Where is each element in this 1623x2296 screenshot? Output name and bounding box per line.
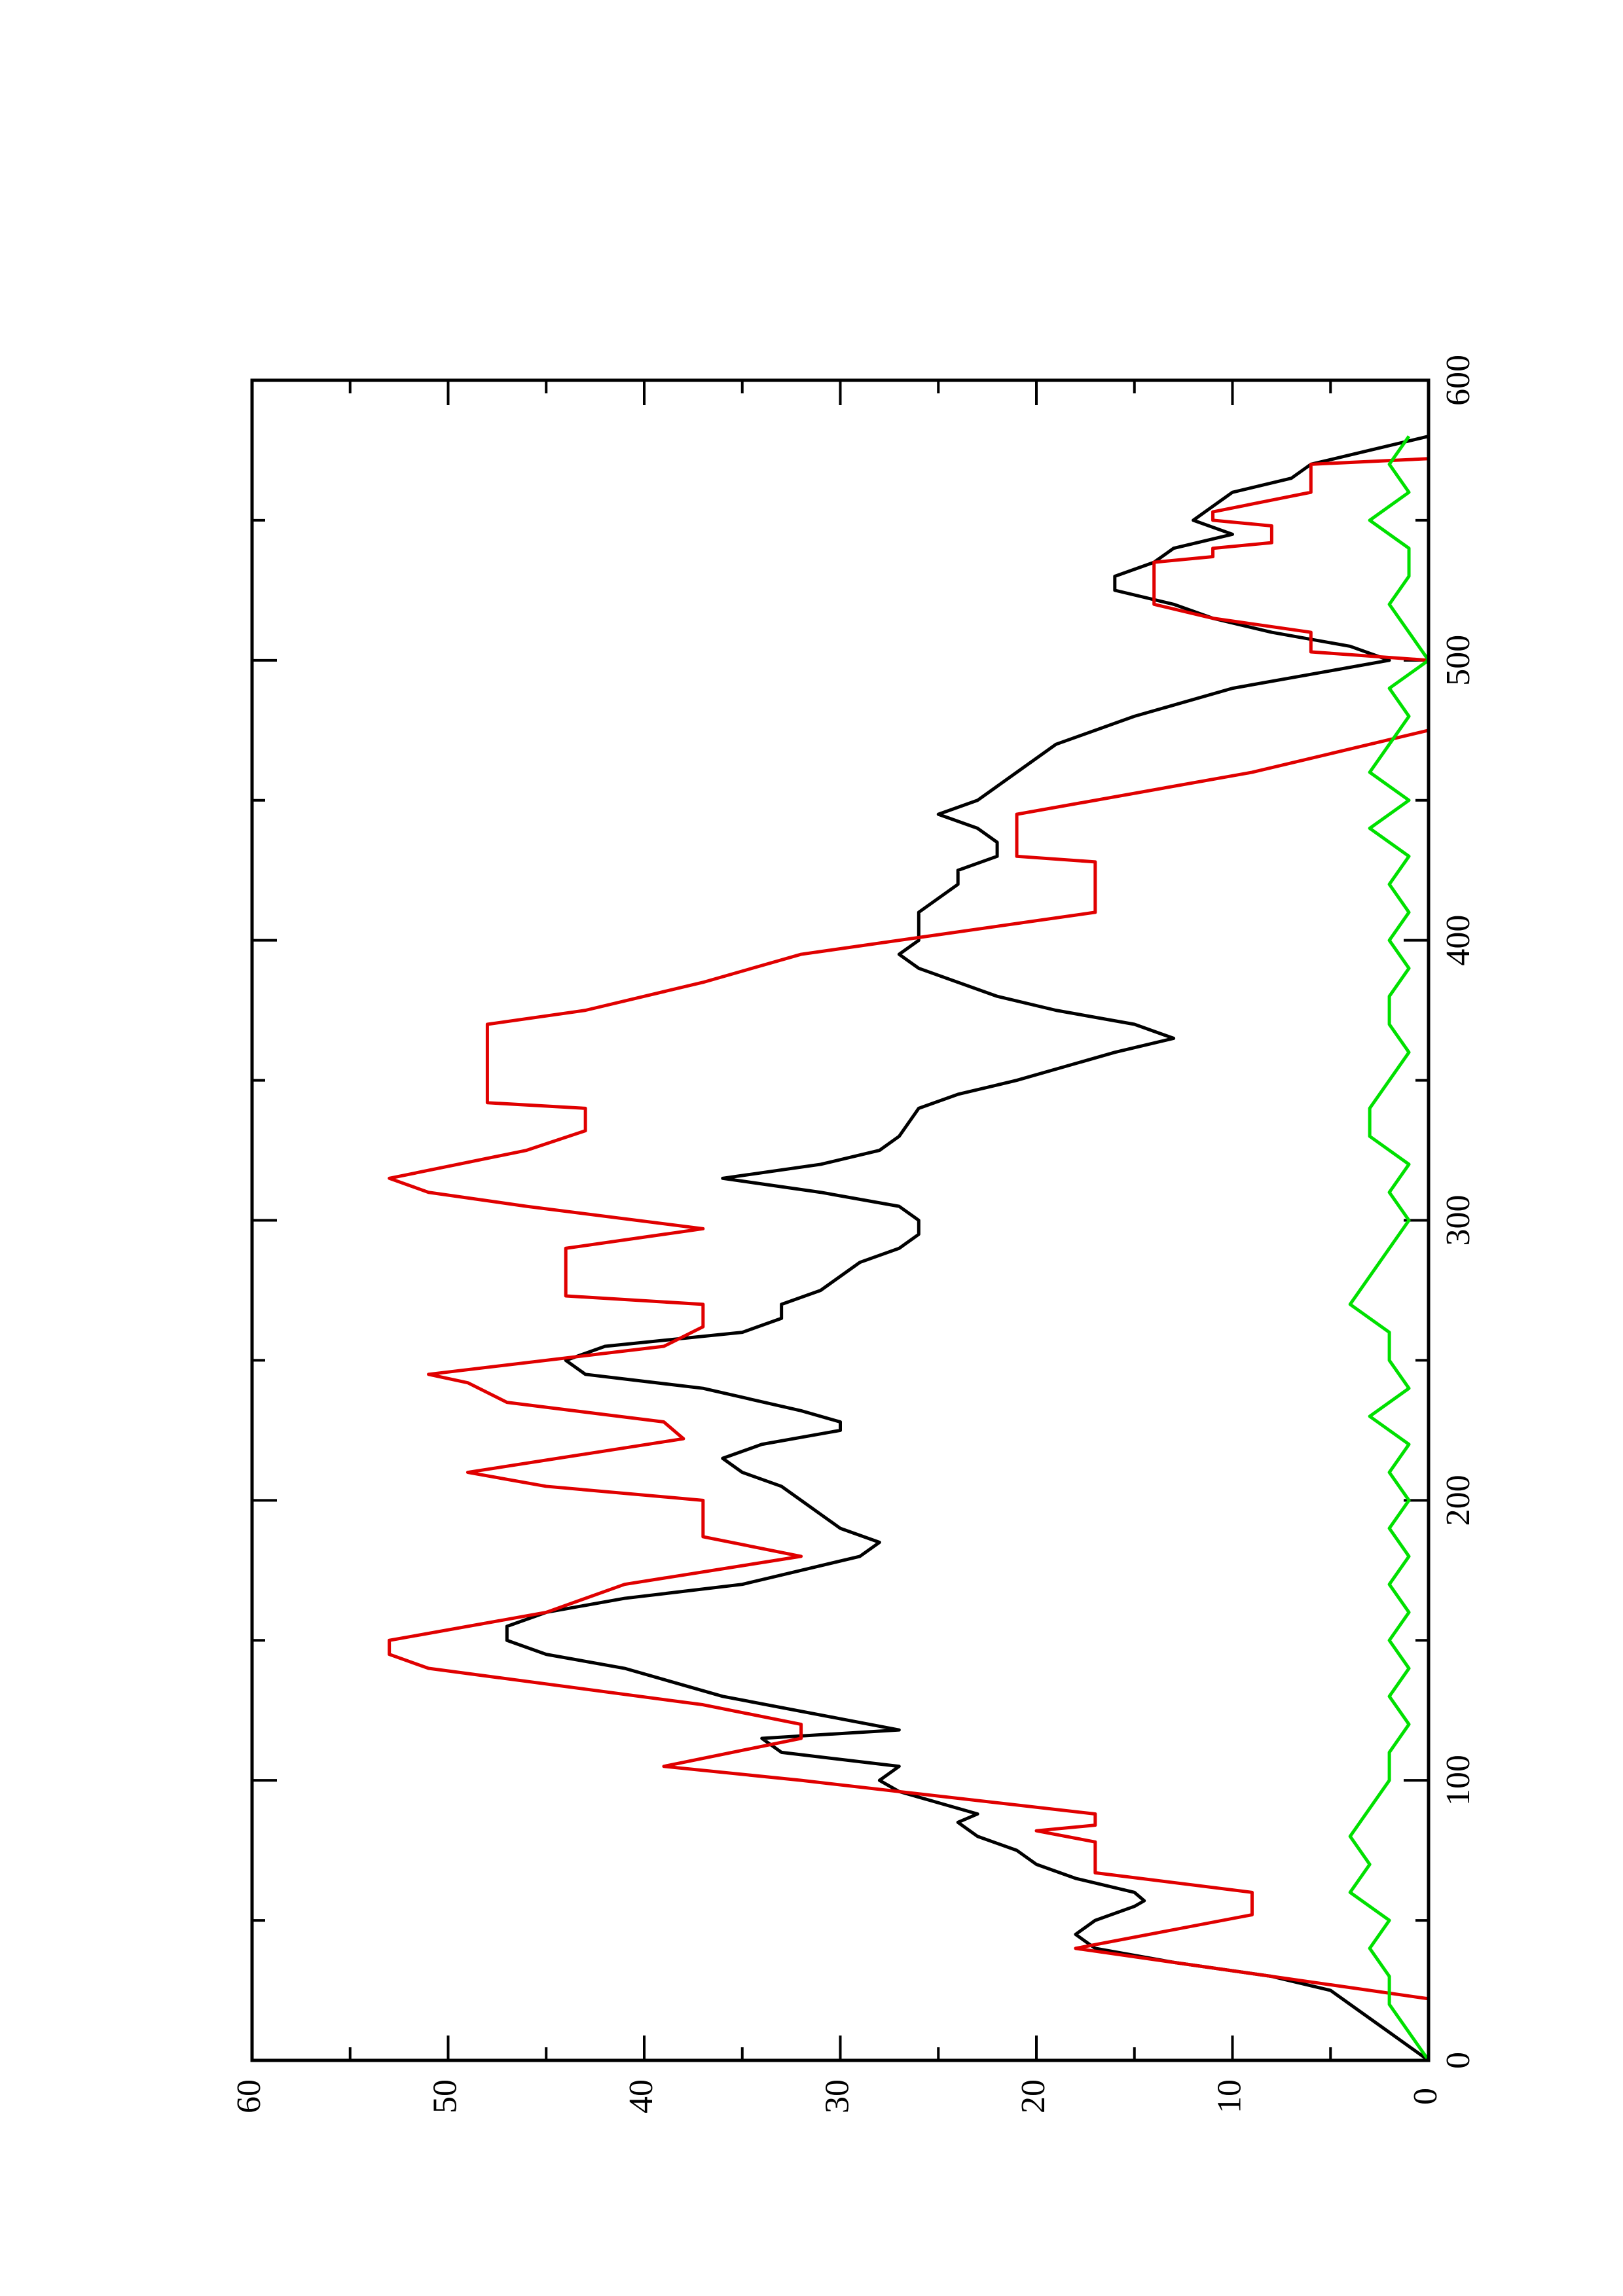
y-tick-label: 30 [818, 2079, 856, 2113]
x-tick-label: 500 [1440, 635, 1477, 686]
x-tick-label: 0 [1440, 2052, 1477, 2069]
y-tick-label: 50 [426, 2079, 464, 2113]
x-tick-label: 100 [1440, 1755, 1477, 1806]
x-tick-label: 300 [1440, 1195, 1477, 1246]
y-tick-label: 60 [230, 2079, 268, 2113]
plot-frame [250, 378, 1431, 2062]
series-line [388, 436, 1431, 2060]
x-tick-label: 200 [1440, 1475, 1477, 1526]
y-tick-label: 10 [1211, 2079, 1248, 2113]
y-tick-label: 20 [1015, 2079, 1052, 2113]
series-line [505, 435, 1430, 2062]
series-line [1348, 435, 1431, 2062]
x-tick-label: 400 [1440, 915, 1477, 966]
x-tick-label: 600 [1440, 355, 1477, 406]
y-tick-label: 0 [1407, 2088, 1444, 2105]
y-tick-label: 40 [623, 2079, 660, 2113]
